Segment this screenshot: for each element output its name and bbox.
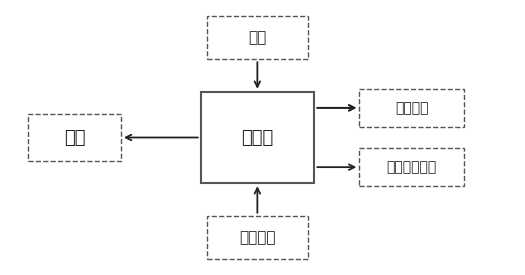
FancyBboxPatch shape: [28, 114, 121, 161]
Text: 控制器: 控制器: [241, 128, 274, 147]
FancyBboxPatch shape: [359, 148, 465, 186]
FancyBboxPatch shape: [207, 216, 308, 259]
Text: 控制按钮: 控制按钮: [239, 230, 276, 245]
Text: 成像装置: 成像装置: [395, 101, 428, 115]
Text: 电源: 电源: [248, 30, 267, 45]
Text: 光源: 光源: [64, 128, 86, 147]
FancyBboxPatch shape: [201, 92, 314, 183]
Text: 结果输出装置: 结果输出装置: [386, 160, 437, 174]
FancyBboxPatch shape: [359, 89, 465, 127]
FancyBboxPatch shape: [207, 16, 308, 59]
